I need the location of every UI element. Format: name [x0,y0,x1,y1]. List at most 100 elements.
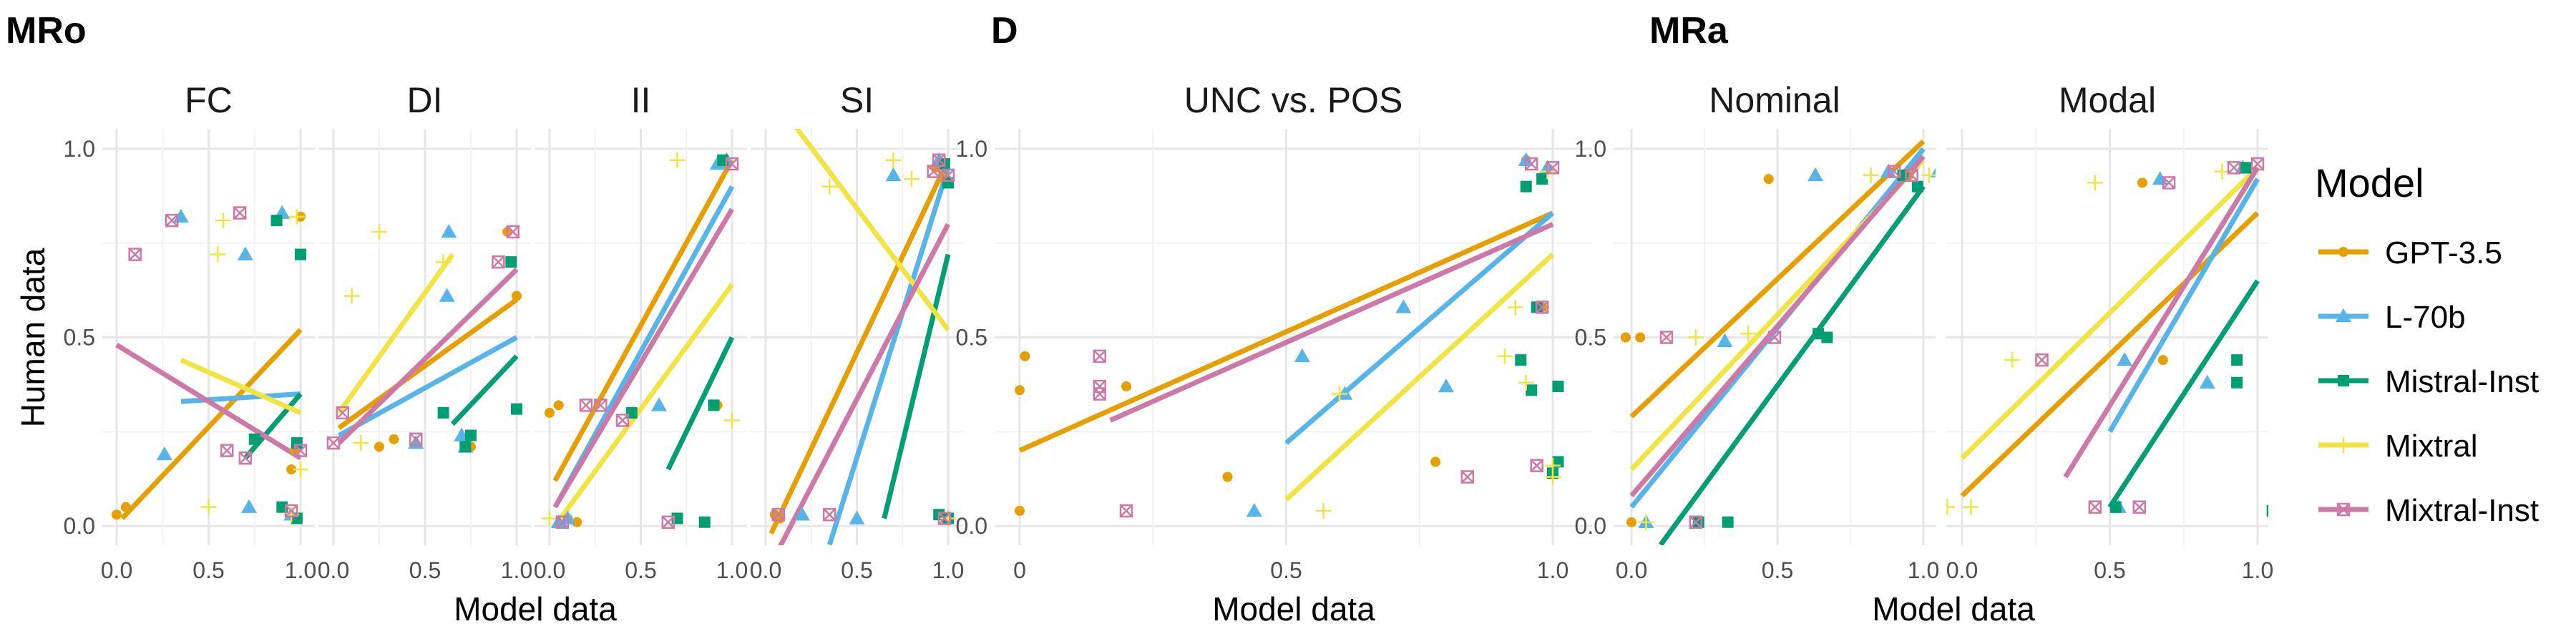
point-gpt-3-5 [1620,332,1631,343]
point-mixtral-inst [579,399,593,412]
point-gpt-3-5 [389,434,399,444]
point-mistral-inst [1911,180,1923,192]
x-tick-label: 0 [1013,557,1026,583]
fits-ii [552,159,735,528]
y-tick-label: 1.0 [64,136,95,162]
point-gpt-3-5 [1635,332,1646,343]
point-mistral-inst [698,516,711,528]
point-mixtral-inst [1535,301,1549,314]
point-mixtral-inst [492,255,505,269]
point-mistral-inst [942,177,954,189]
point-mistral-inst [2109,501,2122,513]
point-mixtral [1740,326,1757,342]
point-mixtral-inst [233,206,247,220]
point-gpt-3-5 [2270,378,2280,388]
points-si [769,152,956,527]
fit-line-mistral-inst [882,253,951,519]
legend-title: Model [2315,160,2424,205]
fit-line-mixtral [180,357,302,416]
point-mixtral-inst [937,512,952,525]
points-di [326,223,522,453]
grid-si [751,129,963,545]
group-label-mra: MRa [1649,10,1729,52]
fit-line-l-70b [826,167,951,545]
point-gpt-3-5 [553,400,564,411]
x-tick-label: 0.0 [318,557,349,583]
y-tick-label: 0.0 [1575,513,1606,539]
point-mistral-inst [1722,516,1734,528]
point-mixtral [1332,386,1347,402]
fit-line-mixtral-inst [115,343,302,461]
fit-lines-layer [115,129,2260,545]
point-gpt-3-5 [1020,351,1030,361]
point-l-70b [241,499,258,513]
y-tick-label: 0.5 [956,325,987,351]
point-mixtral-inst [2227,161,2241,175]
point-mixtral [210,246,226,263]
fit-line-mistral-inst [243,392,303,460]
fit-line-mistral-inst [2107,279,2260,509]
point-mixtral [1315,502,1332,519]
fit-line-mixtral [552,283,734,528]
point-mixtral-inst [941,168,955,182]
point-mixtral-inst [1460,470,1475,484]
point-mistral-inst [1536,173,1548,185]
y-tick-label: 0.0 [956,513,987,539]
fit-line-mixtral-inst [552,208,735,509]
point-mixtral [1638,514,1654,530]
point-gpt-3-5 [1222,472,1233,482]
y-tick-label: 0.0 [64,513,95,539]
point-gpt-3-5 [1763,174,1774,185]
point-mixtral [1687,329,1704,346]
point-mixtral [542,510,557,527]
points-unc [1015,152,1564,519]
point-mixtral-inst [615,414,630,427]
fit-line-gpt-3-5 [120,328,303,520]
x-axis-title-d: Model data [1212,590,1375,628]
point-mixtral-inst [1524,157,1538,171]
point-l-70b [1395,299,1412,313]
x-axis-title-mra: Model data [1872,590,2035,628]
legend-item-mixtral-inst: Mixtral-Inst [2318,493,2539,528]
point-mistral-inst [1821,331,1833,343]
fits-si [769,129,951,545]
point-mixtral [1921,167,1936,183]
fit-line-gpt-3-5 [337,297,519,430]
grid-fc [102,129,315,545]
point-mixtral-inst [2162,176,2176,190]
point-mixtral [371,223,387,240]
point-mixtral-inst [336,406,350,420]
point-gpt-3-5 [1015,505,1025,516]
point-mixtral [1496,348,1513,364]
point-mixtral-inst [1119,504,1133,518]
point-gpt-3-5 [1430,457,1441,467]
fit-line-l-70b [2107,177,2260,434]
point-gpt-3-5 [545,407,555,418]
panel-title-fc: FC [185,80,233,120]
point-mixtral [1946,499,1956,515]
point-l-70b [439,288,455,302]
fit-line-mixtral-inst [2063,166,2260,479]
point-l-70b [849,510,865,525]
fit-line-l-70b [180,391,301,404]
point-l-70b [1337,386,1353,400]
point-mistral-inst [270,215,283,227]
legend-marker [2336,502,2351,517]
point-mixtral-inst [932,153,946,167]
point-gpt-3-5 [1015,385,1025,396]
x-tick-label: 1.0 [285,557,316,583]
x-tick-label: 1.0 [501,557,532,583]
legend-marker [2338,375,2349,386]
point-mixtral-inst [2035,353,2049,367]
point-mistral-inst [459,441,472,453]
point-l-70b [2117,352,2133,366]
fits-fc [115,328,303,520]
fit-line-gpt-3-5 [1629,139,1926,419]
point-mixtral [1863,167,1879,183]
x-axis-title-mro: Model data [454,590,617,628]
point-gpt-3-5 [374,441,384,452]
panel-title-unc: UNC vs. POS [1184,80,1403,120]
point-mixtral [200,499,217,515]
fit-line-l-70b [337,335,518,438]
